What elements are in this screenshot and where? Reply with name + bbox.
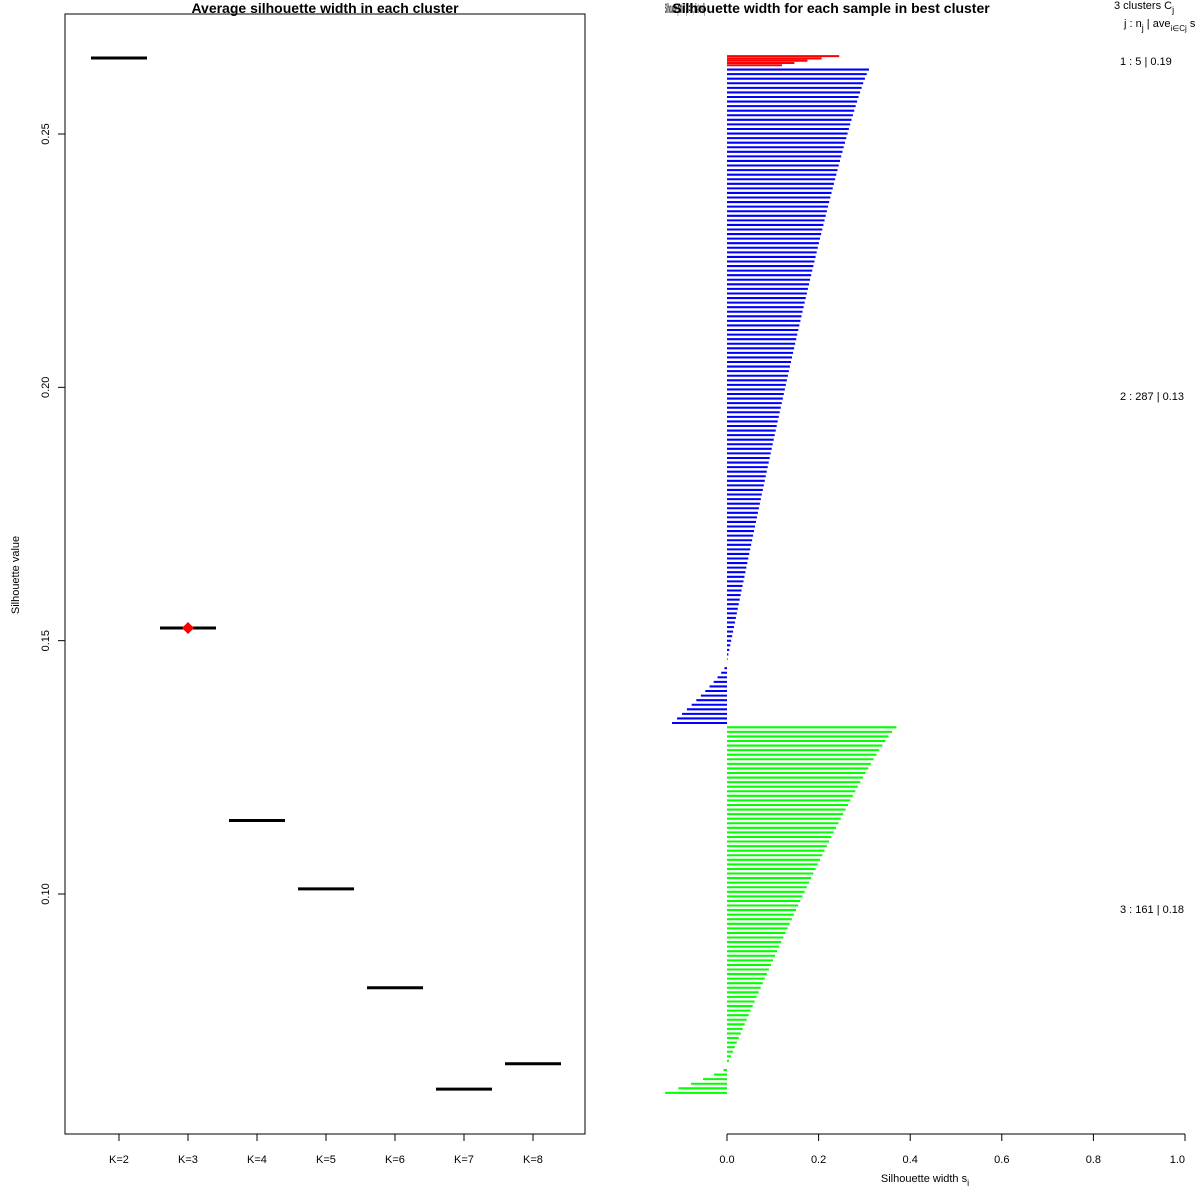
right-x-tick-label: 0.8 — [1086, 1154, 1101, 1166]
right-chart-title: Silhouette width for each sample in best… — [672, 0, 990, 16]
left-x-tick-label: K=5 — [316, 1154, 336, 1166]
legend-header-line2: j : nj | avei∈Cj s — [1123, 18, 1196, 33]
right-xlabel: Silhouette width si — [881, 1173, 969, 1188]
right-x-tick-label: 0.6 — [994, 1154, 1009, 1166]
left-x-tick-label: K=2 — [109, 1154, 129, 1166]
best-k-marker — [182, 622, 194, 634]
left-y-tick-label: 0.15 — [40, 630, 52, 651]
left-marks — [91, 56, 561, 1091]
right-overlapped-title: Silhouette plot of (x = cl, dist = sil) — [665, 0, 705, 16]
left-x-tick-label: K=7 — [454, 1154, 474, 1166]
cluster-label: 2 : 287 | 0.13 — [1120, 391, 1184, 403]
left-x-tick-label: K=3 — [178, 1154, 198, 1166]
left-ylabel: Silhouette value — [10, 536, 22, 614]
right-x-tick-label: 1.0 — [1170, 1154, 1185, 1166]
right-panel: Silhouette plot of (x = cl, dist = sil) … — [665, 0, 1196, 1188]
left-y-axis: 0.10 0.15 0.20 0.25 — [40, 123, 66, 905]
right-legend: 3 clusters Cj j : nj | avei∈Cj s 1 : 5 |… — [1114, 0, 1196, 916]
left-x-axis: K=2 K=3 K=4 K=5 K=6 K=7 K=8 — [109, 1133, 543, 1166]
legend-header-line1: 3 clusters Cj — [1114, 0, 1174, 15]
left-x-tick-label: K=4 — [247, 1154, 267, 1166]
left-x-tick-label: K=6 — [385, 1154, 405, 1166]
cluster-label: 1 : 5 | 0.19 — [1120, 56, 1172, 68]
left-chart-title: Average silhouette width in each cluster — [191, 0, 459, 16]
right-x-tick-label: 0.0 — [719, 1154, 734, 1166]
left-x-tick-label: K=8 — [523, 1154, 543, 1166]
left-plot-box — [64, 13, 586, 1135]
right-x-axis: 0.0 0.2 0.4 0.6 0.8 1.0 — [719, 1133, 1186, 1166]
right-x-tick-label: 0.2 — [811, 1154, 826, 1166]
left-panel: Average silhouette width in each cluster… — [10, 0, 586, 1166]
right-bars — [665, 55, 897, 1094]
left-y-tick-label: 0.25 — [40, 123, 52, 144]
right-x-tick-label: 0.4 — [903, 1154, 918, 1166]
cluster-label: 3 : 161 | 0.18 — [1120, 904, 1184, 916]
left-y-tick-label: 0.10 — [40, 883, 52, 904]
left-y-tick-label: 0.20 — [40, 377, 52, 398]
